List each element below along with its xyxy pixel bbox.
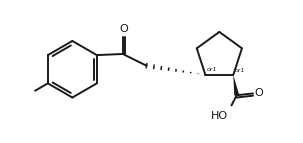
Text: HO: HO [211, 111, 228, 121]
Text: O: O [119, 24, 128, 34]
Polygon shape [233, 75, 239, 96]
Text: or1: or1 [207, 67, 218, 72]
Text: O: O [255, 88, 264, 98]
Text: or1: or1 [235, 68, 246, 73]
